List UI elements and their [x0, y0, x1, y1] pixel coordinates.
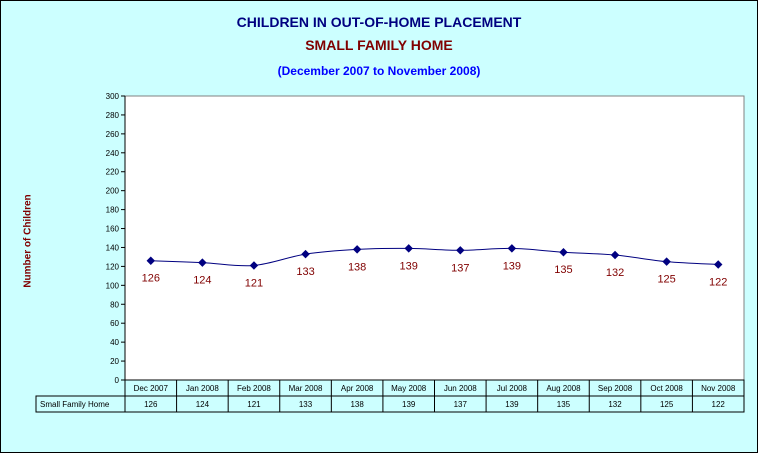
- plot-area: [124, 95, 745, 381]
- y-tick-label: 40: [110, 338, 119, 347]
- data-point-marker: [301, 249, 310, 259]
- data-label: 132: [606, 267, 624, 279]
- data-table-value: 135: [557, 400, 571, 409]
- y-tick-label: 0: [115, 376, 120, 385]
- data-table-series-cell: [35, 395, 126, 413]
- x-tick-label: Sep 2008: [598, 384, 633, 393]
- data-table-value: 139: [402, 400, 416, 409]
- y-tick-label: 220: [106, 168, 120, 177]
- x-tick-label: Jan 2008: [186, 384, 219, 393]
- x-tick-label: Feb 2008: [237, 384, 271, 393]
- data-point-marker: [146, 256, 156, 265]
- x-tick-label: Aug 2008: [546, 384, 581, 393]
- data-label: 126: [142, 273, 160, 285]
- data-table-value: 124: [196, 400, 210, 409]
- data-point-marker: [662, 257, 671, 266]
- data-table-value: 139: [505, 400, 519, 409]
- data-label: 121: [245, 277, 263, 289]
- data-table-value: 125: [660, 400, 674, 409]
- y-tick-label: 300: [106, 92, 120, 101]
- series-line: [150, 247, 719, 267]
- chart-subtitle: SMALL FAMILY HOME: [305, 37, 453, 53]
- y-tick-label: 240: [106, 149, 120, 158]
- data-label: 137: [451, 262, 469, 274]
- y-tick-label: 280: [106, 111, 120, 120]
- data-table-value: 132: [608, 400, 622, 409]
- data-table-value: 121: [247, 400, 261, 409]
- y-tick-label: 100: [106, 281, 120, 290]
- data-point-marker: [713, 260, 723, 269]
- data-label: 122: [709, 277, 727, 289]
- x-tick-label: Jun 2008: [444, 384, 477, 393]
- x-tick-label: Nov 2008: [701, 384, 736, 393]
- y-tick-label: 60: [110, 319, 119, 328]
- x-tick-label: May 2008: [391, 384, 427, 393]
- date-range-label: (December 2007 to November 2008): [277, 64, 481, 78]
- y-tick-label: 140: [106, 243, 120, 252]
- y-tick-label: 180: [106, 206, 120, 215]
- y-tick-label: 80: [110, 300, 119, 309]
- series-name-label: Small Family Home: [40, 400, 110, 409]
- y-tick-label: 200: [106, 187, 120, 196]
- data-label: 138: [348, 261, 366, 273]
- data-table-value: 138: [350, 400, 364, 409]
- data-point-marker: [198, 258, 207, 267]
- data-label: 124: [193, 275, 211, 287]
- data-point-marker: [456, 246, 465, 255]
- x-tick-label: Apr 2008: [341, 384, 374, 393]
- data-label: 133: [296, 266, 314, 278]
- x-tick-label: Dec 2007: [134, 384, 169, 393]
- data-table-value: 122: [712, 400, 726, 409]
- y-tick-label: 260: [106, 130, 120, 139]
- chart-title: CHILDREN IN OUT-OF-HOME PLACEMENT: [236, 14, 522, 30]
- x-tick-label: Oct 2008: [650, 384, 683, 393]
- data-label: 125: [657, 274, 675, 286]
- data-table-value: 126: [144, 400, 158, 409]
- data-table-value: 137: [454, 400, 468, 409]
- data-table-value: 133: [299, 400, 313, 409]
- data-point-marker: [404, 244, 413, 253]
- x-tick-label: Mar 2008: [289, 384, 323, 393]
- data-point-marker: [352, 245, 362, 254]
- data-label: 135: [554, 264, 572, 276]
- data-point-marker: [249, 261, 259, 270]
- y-tick-label: 160: [106, 225, 120, 234]
- y-tick-label: 120: [106, 262, 120, 271]
- x-tick-label: Jul 2008: [497, 384, 528, 393]
- y-tick-label: 20: [110, 357, 119, 366]
- data-label: 139: [400, 260, 418, 272]
- data-label: 139: [503, 260, 521, 272]
